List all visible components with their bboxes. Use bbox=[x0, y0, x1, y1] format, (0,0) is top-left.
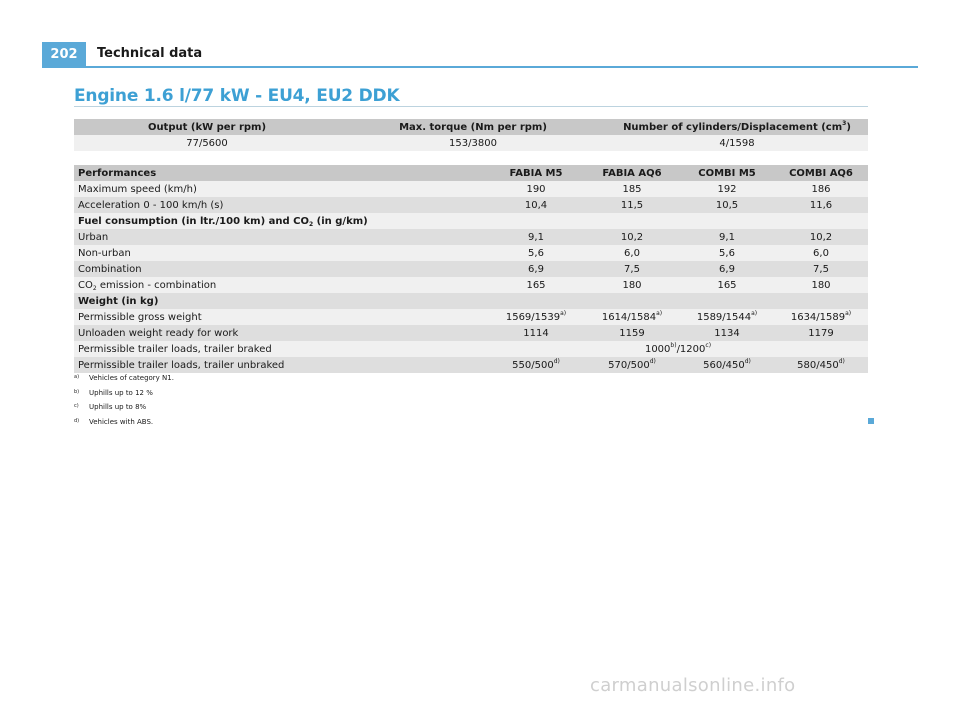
table-row: Permissible trailer loads, trailer brake… bbox=[74, 341, 868, 357]
weight-group-row: Weight (in kg) bbox=[74, 293, 868, 309]
watermark: carmanualsonline.info bbox=[590, 675, 796, 696]
engine-spec-table: Output (kW per rpm) Max. torque (Nm per … bbox=[74, 119, 868, 151]
performance-header-row: Performances FABIA M5 FABIA AQ6 COMBI M5… bbox=[74, 165, 868, 181]
table-row: Permissible gross weight 1569/1539a) 161… bbox=[74, 309, 868, 325]
performance-table: Performances FABIA M5 FABIA AQ6 COMBI M5… bbox=[74, 165, 868, 373]
footnote: d) Vehicles with ABS. bbox=[74, 417, 154, 426]
table-row: Non-urban 5,6 6,0 5,6 6,0 bbox=[74, 245, 868, 261]
footnote: c) Uphills up to 8% bbox=[74, 403, 147, 411]
engine-spec-value-row: 77/5600 153/3800 4/1598 bbox=[74, 135, 868, 151]
table-row: Acceleration 0 - 100 km/h (s) 10,4 11,5 … bbox=[74, 197, 868, 213]
table-row: Permissible trailer loads, trailer unbra… bbox=[74, 357, 868, 373]
header-rule bbox=[42, 66, 918, 68]
fuel-consumption-heading: Fuel consumption (in ltr./100 km) and CO… bbox=[74, 213, 868, 229]
page-number-badge: 202 bbox=[42, 42, 86, 67]
table-row: Unloaden weight ready for work 1114 1159… bbox=[74, 325, 868, 341]
table-row: Combination 6,9 7,5 6,9 7,5 bbox=[74, 261, 868, 277]
torque-header: Max. torque (Nm per rpm) bbox=[340, 119, 606, 135]
table-row: CO2 emission - combination 165 180 165 1… bbox=[74, 277, 868, 293]
footnote: b) Uphills up to 12 % bbox=[74, 388, 153, 397]
footnotes: a) Vehicles of category N1. b) Uphills up … bbox=[74, 374, 174, 432]
table-row: Urban 9,1 10,2 9,1 10,2 bbox=[74, 229, 868, 245]
combi-aq6-header: COMBI AQ6 bbox=[774, 165, 868, 181]
co2-emission-label: CO2 emission - combination bbox=[74, 277, 488, 293]
footnote: a) Vehicles of category N1. bbox=[74, 374, 174, 382]
page-number: 202 bbox=[50, 47, 78, 62]
page-title: Engine 1.6 l/77 kW - EU4, EU2 DDK bbox=[74, 86, 400, 106]
output-header: Output (kW per rpm) bbox=[74, 119, 340, 135]
combi-m5-header: COMBI M5 bbox=[680, 165, 774, 181]
cylinders-header: Number of cylinders/Displacement (cm3) bbox=[606, 119, 868, 135]
fabia-m5-header: FABIA M5 bbox=[488, 165, 584, 181]
engine-spec-header-row: Output (kW per rpm) Max. torque (Nm per … bbox=[74, 119, 868, 135]
section-name: Technical data bbox=[97, 46, 203, 61]
title-rule bbox=[74, 106, 868, 107]
torque-value: 153/3800 bbox=[340, 135, 606, 151]
performances-header: Performances bbox=[74, 165, 488, 181]
output-value: 77/5600 bbox=[74, 135, 340, 151]
table-row: Maximum speed (km/h) 190 185 192 186 bbox=[74, 181, 868, 197]
cylinders-value: 4/1598 bbox=[606, 135, 868, 151]
braked-trailer-value: 1000b)/1200c) bbox=[488, 341, 868, 357]
fuel-consumption-group-row: Fuel consumption (in ltr./100 km) and CO… bbox=[74, 213, 868, 229]
fabia-aq6-header: FABIA AQ6 bbox=[584, 165, 680, 181]
section-end-square-icon bbox=[868, 418, 874, 424]
weight-heading: Weight (in kg) bbox=[74, 293, 868, 309]
